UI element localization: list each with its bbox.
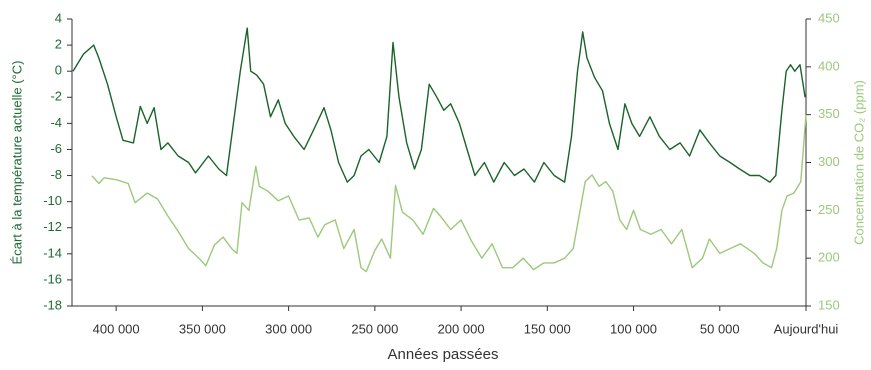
x-tick-label: Aujourd'hui [774, 321, 839, 336]
data-line [91, 114, 807, 273]
y2-axis-title: Concentration de CO₂ (ppm) [851, 80, 866, 245]
data-line [72, 27, 806, 183]
y-tick-label: 4 [55, 10, 62, 25]
y-tick-label: -12 [43, 219, 62, 234]
x-tick-label: 150 000 [524, 321, 571, 336]
y-tick-label: 0 [55, 63, 62, 78]
y2-tick-label: 200 [818, 250, 840, 265]
y-tick-label: -6 [50, 141, 62, 156]
x-tick-label: 400 000 [93, 321, 140, 336]
x-tick-label: 100 000 [610, 321, 657, 336]
y2-tick-label: 400 [818, 58, 840, 73]
x-tick-label: 300 000 [265, 321, 312, 336]
x-tick-label: 200 000 [438, 321, 485, 336]
y-tick-label: -14 [43, 245, 62, 260]
x-tick-label: 350 000 [179, 321, 226, 336]
y2-tick-label: 300 [818, 154, 840, 169]
y-tick-label: 2 [55, 37, 62, 52]
y-tick-label: -4 [50, 115, 62, 130]
y-tick-label: -2 [50, 89, 62, 104]
y2-tick-label: 150 [818, 297, 840, 312]
y-axis-title: Écart à la température actuelle (°C) [9, 61, 24, 265]
y2-tick-label: 250 [818, 202, 840, 217]
x-axis-title: Années passées [388, 346, 499, 363]
y-tick-label: -10 [43, 193, 62, 208]
y2-tick-label: 450 [818, 10, 840, 25]
y-tick-label: -8 [50, 167, 62, 182]
x-tick-label: 50 000 [700, 321, 740, 336]
y-tick-label: -16 [43, 271, 62, 286]
x-tick-label: 250 000 [351, 321, 398, 336]
y2-tick-label: 350 [818, 106, 840, 121]
y-tick-label: -18 [43, 297, 62, 312]
